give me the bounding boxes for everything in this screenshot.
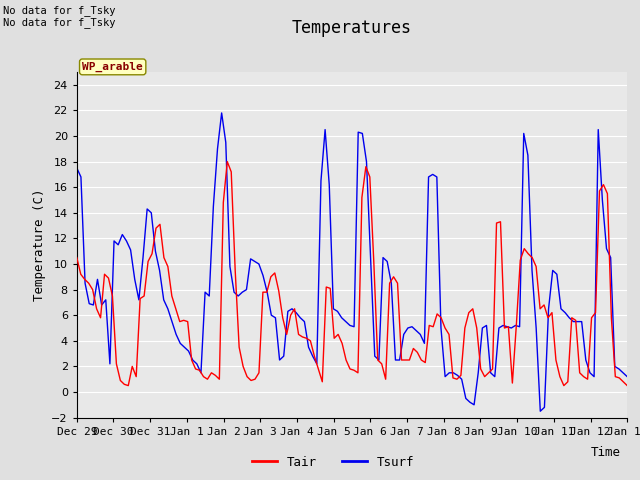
Y-axis label: Temperature (C): Temperature (C) [33, 189, 45, 301]
Text: Temperatures: Temperatures [292, 19, 412, 37]
Legend: Tair, Tsurf: Tair, Tsurf [246, 451, 419, 474]
Text: WP_arable: WP_arable [83, 62, 143, 72]
Text: No data for f_Tsky
No data for f_Tsky: No data for f_Tsky No data for f_Tsky [3, 5, 116, 28]
Text: Time: Time [591, 446, 621, 459]
